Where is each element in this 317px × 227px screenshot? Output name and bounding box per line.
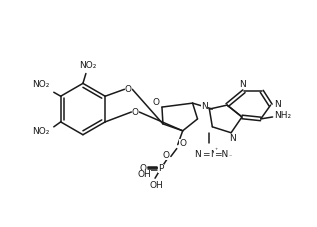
Text: O: O <box>179 139 186 148</box>
Text: ⁺: ⁺ <box>215 148 218 153</box>
Text: O: O <box>125 85 132 94</box>
Text: OH: OH <box>137 170 151 179</box>
Text: ⁻: ⁻ <box>229 155 232 160</box>
Text: O: O <box>140 164 147 173</box>
Text: O: O <box>132 108 139 116</box>
Text: N: N <box>201 102 208 111</box>
Text: N: N <box>274 100 281 109</box>
Text: NO₂: NO₂ <box>79 61 97 70</box>
Text: =: = <box>202 150 209 159</box>
Text: O: O <box>152 98 159 107</box>
Text: N: N <box>194 150 201 159</box>
Text: =N: =N <box>214 150 228 159</box>
Text: NH₂: NH₂ <box>274 111 291 121</box>
Text: OH: OH <box>149 181 163 190</box>
Text: NO₂: NO₂ <box>32 80 50 89</box>
Text: NO₂: NO₂ <box>32 127 50 136</box>
Text: N: N <box>210 150 217 159</box>
Text: N: N <box>240 80 246 89</box>
Text: N: N <box>229 134 236 143</box>
Text: O: O <box>162 151 169 160</box>
Text: P: P <box>158 164 164 173</box>
